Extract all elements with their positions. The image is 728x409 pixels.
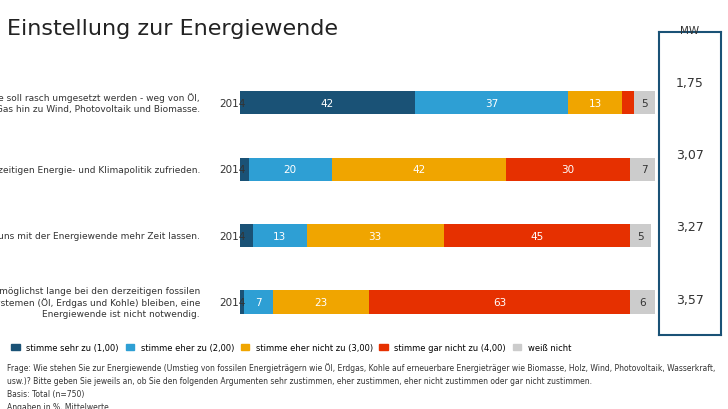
- Bar: [240, 158, 248, 182]
- Text: 2014: 2014: [219, 297, 245, 307]
- Text: 42: 42: [321, 99, 334, 109]
- Bar: [443, 225, 630, 247]
- Text: 45: 45: [530, 231, 544, 241]
- Bar: [369, 291, 630, 314]
- Text: GfK: GfK: [654, 27, 693, 46]
- Bar: [635, 92, 655, 115]
- Text: 13: 13: [588, 99, 601, 109]
- Text: Die Energiewende soll rasch umgesetzt werden - weg von Öl,
Kohle und Gas hin zu : Die Energiewende soll rasch umgesetzt we…: [0, 93, 200, 114]
- Bar: [506, 158, 630, 182]
- Bar: [622, 92, 635, 115]
- Bar: [248, 158, 331, 182]
- Text: 7: 7: [256, 297, 262, 307]
- Text: 3,57: 3,57: [676, 293, 704, 306]
- Bar: [240, 225, 253, 247]
- Text: 7: 7: [641, 165, 648, 175]
- Text: Einstellung zur Energiewende: Einstellung zur Energiewende: [7, 19, 339, 38]
- Bar: [331, 158, 506, 182]
- Legend: stimme sehr zu (1,00), stimme eher zu (2,00), stimme eher nicht zu (3,00), stimm: stimme sehr zu (1,00), stimme eher zu (2…: [12, 343, 571, 352]
- Text: 42: 42: [412, 165, 425, 175]
- Bar: [568, 92, 622, 115]
- Text: 23: 23: [314, 297, 328, 307]
- Text: 5: 5: [637, 231, 644, 241]
- Text: Ich bin mit der derzeitigen Energie- und Klimapolitik zufrieden.: Ich bin mit der derzeitigen Energie- und…: [0, 165, 200, 174]
- Text: Angaben in %, Mittelwerte: Angaben in %, Mittelwerte: [7, 402, 109, 409]
- Text: 13: 13: [273, 231, 286, 241]
- Text: 2014: 2014: [219, 231, 245, 241]
- Text: 33: 33: [368, 231, 381, 241]
- Bar: [245, 291, 274, 314]
- Bar: [240, 92, 414, 115]
- Text: 37: 37: [485, 99, 498, 109]
- Text: Wir sollten möglichst lange bei den derzeitigen fossilen
Energiesystemen (Öl, Er: Wir sollten möglichst lange bei den derz…: [0, 286, 200, 318]
- Bar: [630, 158, 660, 182]
- Text: 6: 6: [639, 297, 646, 307]
- Text: 3,07: 3,07: [676, 149, 704, 162]
- Bar: [274, 291, 369, 314]
- Text: usw.)? Bitte geben Sie jeweils an, ob Sie den folgenden Argumenten sehr zustimme: usw.)? Bitte geben Sie jeweils an, ob Si…: [7, 375, 593, 384]
- Text: 63: 63: [493, 297, 506, 307]
- Text: 3,27: 3,27: [676, 221, 704, 234]
- Text: 1,75: 1,75: [676, 76, 704, 90]
- Bar: [253, 225, 306, 247]
- Text: Frage: Wie stehen Sie zur Energiewende (Umstieg von fossilen Energieträgern wie : Frage: Wie stehen Sie zur Energiewende (…: [7, 362, 716, 372]
- Text: 2014: 2014: [219, 165, 245, 175]
- Bar: [240, 291, 245, 314]
- Bar: [630, 291, 655, 314]
- Text: MW: MW: [680, 26, 700, 36]
- Text: Basis: Total (n=750): Basis: Total (n=750): [7, 389, 84, 398]
- Text: 20: 20: [283, 165, 296, 175]
- Text: 2014: 2014: [219, 99, 245, 109]
- Bar: [630, 225, 651, 247]
- Bar: [414, 92, 568, 115]
- Text: 30: 30: [561, 165, 574, 175]
- Bar: [306, 225, 443, 247]
- Text: 5: 5: [641, 99, 648, 109]
- Text: Wir sollten uns mit der Energiewende mehr Zeit lassen.: Wir sollten uns mit der Energiewende meh…: [0, 231, 200, 240]
